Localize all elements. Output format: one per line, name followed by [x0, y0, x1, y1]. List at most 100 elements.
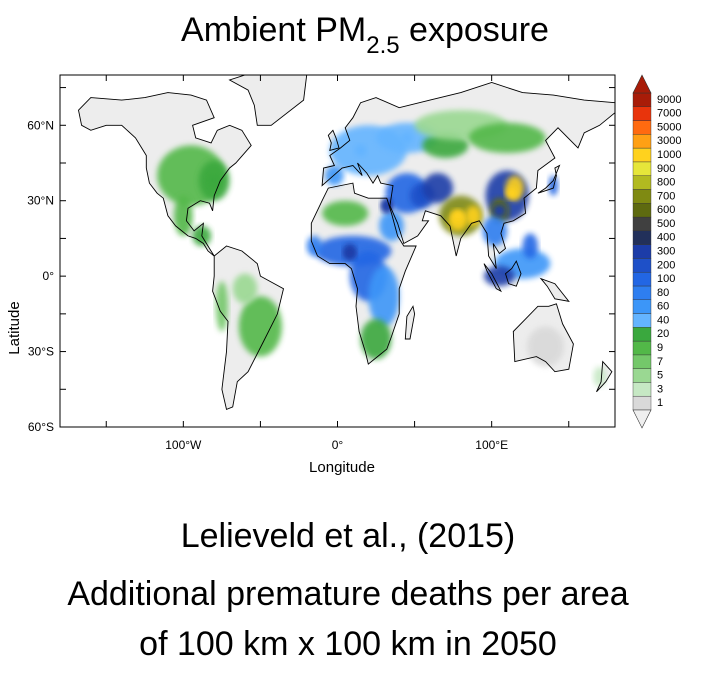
pm25-map-figure: 100°W 0° 100°E 60°N 30°N 0° 30°S 60°S Longitud…	[6, 74, 681, 476]
colorbar-label: 7000	[657, 108, 681, 120]
intensity-patch	[422, 173, 454, 204]
coast-madagascar	[404, 305, 416, 340]
colorbar-swatch	[632, 203, 652, 218]
colorbar-swatch	[632, 120, 652, 135]
colorbar-label: 40	[657, 314, 669, 326]
colorbar-label: 800	[657, 177, 675, 189]
colorbar	[632, 74, 652, 429]
coast-new-zealand	[596, 360, 613, 393]
intensity-patch	[468, 122, 546, 153]
intensity-patch	[465, 205, 481, 226]
colorbar-label: 60	[657, 301, 669, 313]
page-title: Ambient PM2.5 exposure	[0, 8, 704, 59]
x-tick-label: 0°	[332, 438, 344, 452]
map-area	[60, 75, 615, 427]
colorbar-swatch	[632, 327, 652, 342]
colorbar-label: 500	[657, 218, 675, 230]
intensity-layer	[157, 110, 606, 387]
colorbar-swatch	[632, 285, 652, 300]
colorbar-labels: 1357920406080100200300400500600700800900…	[657, 94, 681, 409]
y-tick-labels: 60°N 30°N 0° 30°S 60°S	[27, 118, 54, 434]
colorbar-swatch	[632, 299, 652, 314]
hotspot-mark	[400, 131, 413, 144]
coast-new-guinea	[539, 277, 570, 302]
coast-north-america	[78, 92, 252, 257]
description-line-2: of 100 km x 100 km in 2050	[139, 625, 557, 663]
hotspot-mark	[343, 247, 356, 260]
coast-africa	[310, 182, 417, 365]
colorbar-label: 1	[657, 397, 663, 409]
colorbar-label: 5000	[657, 122, 681, 134]
intensity-patch	[232, 273, 258, 304]
colorbar-swatch	[632, 106, 652, 121]
colorbar-swatch	[632, 161, 652, 176]
colorbar-swatch	[632, 92, 652, 107]
intensity-patch	[238, 296, 282, 357]
colorbar-swatch	[632, 258, 652, 273]
colorbar-swatch	[632, 147, 652, 163]
colorbar-swatch	[632, 189, 652, 204]
colorbar-swatch	[632, 175, 652, 190]
intensity-patch	[482, 215, 508, 246]
coast-greenland	[228, 75, 308, 126]
intensity-patch	[593, 366, 606, 387]
y-tick-label: 30°N	[27, 194, 54, 208]
coast-borneo	[504, 260, 522, 287]
colorbar-swatch	[632, 340, 652, 356]
hotspot-mark	[505, 187, 518, 200]
x-axis-label: Longitude	[309, 459, 375, 476]
title-suffix: exposure	[399, 11, 549, 49]
colorbar-swatch	[632, 230, 652, 245]
colorbar-min-arrow	[632, 409, 652, 429]
colorbar-swatch	[632, 244, 652, 259]
intensity-patch	[484, 266, 515, 287]
x-tick-labels: 100°W 0° 100°E	[165, 438, 508, 452]
colorbar-label: 1000	[657, 149, 681, 161]
x-tick-label: 100°E	[475, 438, 508, 452]
intensity-patch	[360, 318, 392, 360]
y-tick-label: 30°S	[28, 345, 54, 359]
colorbar-swatch	[632, 134, 652, 149]
colorbar-swatch	[632, 216, 652, 231]
colorbar-swatch	[632, 382, 652, 397]
colorbar-label: 700	[657, 190, 675, 202]
colorbar-swatch	[632, 313, 652, 328]
coast-australia	[512, 303, 574, 373]
hotspot-mark	[208, 174, 221, 187]
colorbar-label: 3000	[657, 135, 681, 147]
coastlines	[78, 75, 615, 411]
coast-japan	[537, 164, 561, 194]
y-axis-label: Latitude	[6, 301, 23, 354]
hotspot-mark	[451, 209, 464, 222]
intensity-patch	[306, 235, 323, 257]
y-tick-label: 0°	[43, 269, 55, 283]
title-subscript: 2.5	[366, 32, 400, 59]
colorbar-label: 100	[657, 273, 675, 285]
colorbar-label: 9000	[657, 94, 681, 106]
y-tick-label: 60°S	[28, 420, 54, 434]
intensity-patch	[174, 195, 193, 236]
colorbar-label: 7	[657, 356, 663, 368]
intensity-patch	[368, 266, 400, 327]
colorbar-swatch	[632, 271, 652, 287]
colorbar-label: 5	[657, 370, 663, 382]
hotspot-mark	[354, 144, 367, 157]
intensity-patch	[379, 210, 404, 241]
hotspot-mark	[493, 204, 506, 217]
colorbar-label: 9	[657, 342, 663, 354]
colorbar-label: 600	[657, 204, 675, 216]
coast-south-america	[212, 245, 285, 411]
title-text: Ambient PM	[181, 11, 367, 49]
colorbar-label: 300	[657, 246, 675, 258]
intensity-patch	[548, 175, 558, 196]
colorbar-swatch	[632, 354, 652, 369]
colorbar-max-arrow	[632, 74, 652, 94]
intensity-patch	[322, 200, 369, 226]
colorbar-label: 3	[657, 383, 663, 395]
intensity-patch	[215, 281, 229, 332]
colorbar-swatch	[632, 396, 652, 411]
coast-sumatra	[483, 263, 502, 293]
coast-uk	[327, 129, 340, 152]
y-tick-label: 60°N	[27, 118, 54, 132]
intensity-patch	[522, 233, 538, 259]
